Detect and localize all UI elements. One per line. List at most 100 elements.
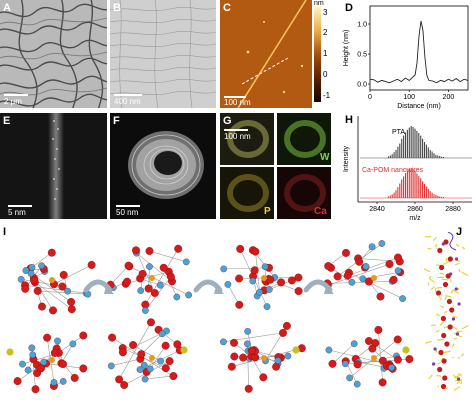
reaction-arrow xyxy=(193,279,223,293)
atom xyxy=(141,375,149,383)
ligand-strand xyxy=(453,386,461,391)
atom xyxy=(29,351,37,359)
atom xyxy=(388,364,395,371)
panel-g-scale-bar xyxy=(224,129,248,131)
atom xyxy=(220,338,227,346)
bond xyxy=(328,263,390,286)
atom xyxy=(137,350,146,359)
strand-end xyxy=(447,232,457,251)
atom xyxy=(21,284,30,293)
atom xyxy=(150,289,159,297)
ligand-strand xyxy=(428,275,432,280)
panel-c-scale-bar xyxy=(224,96,246,98)
atom xyxy=(265,286,273,293)
ligand-strand xyxy=(452,289,460,294)
y-axis-label: Intensity xyxy=(343,145,350,172)
atom xyxy=(47,248,56,257)
atom xyxy=(251,247,260,256)
colorbar-tick: 2 xyxy=(323,28,328,37)
atom xyxy=(374,325,383,334)
eds-map-ca-label: Ca xyxy=(314,206,327,217)
molecule-cluster xyxy=(6,331,88,394)
molecule-cluster xyxy=(17,248,96,315)
colorbar-tick: 0 xyxy=(323,70,328,79)
atom xyxy=(376,292,385,301)
atom xyxy=(230,352,239,361)
bond xyxy=(358,258,400,262)
atom xyxy=(28,263,36,271)
atom xyxy=(142,307,149,314)
panel-b-label: B xyxy=(113,2,121,14)
series-label: PTA xyxy=(392,129,405,136)
bond xyxy=(111,358,141,367)
atom xyxy=(69,340,77,348)
bond xyxy=(125,271,169,285)
atom xyxy=(244,384,253,393)
atom xyxy=(328,359,337,368)
atom xyxy=(49,306,57,315)
x-tick-label: 2840 xyxy=(369,206,385,213)
atom xyxy=(28,344,36,352)
atom xyxy=(333,272,342,281)
atom xyxy=(58,282,67,291)
panel-f-haadf-image: F 50 nm xyxy=(110,113,216,219)
atom xyxy=(59,270,68,279)
atom xyxy=(87,260,96,269)
atom xyxy=(235,274,244,283)
atom xyxy=(353,380,361,388)
ligand-strand xyxy=(441,278,449,281)
colorbar-tick: -1 xyxy=(323,91,331,100)
atom xyxy=(59,360,67,369)
ligand-strand xyxy=(435,286,442,289)
linker-atom xyxy=(455,332,460,336)
atom xyxy=(173,293,181,301)
panel-g-eds-map-w xyxy=(277,113,331,165)
atom xyxy=(166,272,175,281)
linker-atom xyxy=(456,377,461,381)
atom xyxy=(161,341,170,350)
ligand-strand xyxy=(435,247,438,250)
panel-g-scale-label: 100 nm xyxy=(224,132,251,141)
bond xyxy=(132,344,161,362)
atom xyxy=(378,356,387,365)
panel-f-label: F xyxy=(113,115,120,127)
atom xyxy=(393,355,402,364)
pom-unit xyxy=(440,383,447,390)
atom xyxy=(157,357,164,365)
ligand-strand xyxy=(451,343,455,348)
atom xyxy=(30,276,39,285)
panel-g-eds-map-ca xyxy=(277,167,331,219)
ligand-strand xyxy=(445,387,449,390)
pom-unit xyxy=(441,358,447,364)
ligand-strand xyxy=(443,310,448,314)
reaction-arrow xyxy=(303,279,333,293)
bond xyxy=(332,343,355,365)
panel-b-tem-image: B 400 nm xyxy=(110,0,216,108)
atom xyxy=(59,378,67,385)
reaction-arrowhead xyxy=(324,286,334,294)
panel-j-nanowire-model xyxy=(423,232,469,391)
molecule-cluster xyxy=(220,321,306,393)
ligand-strand xyxy=(432,236,437,242)
panel-i-label: I xyxy=(3,226,7,238)
atom-center xyxy=(261,275,267,281)
molecule-cluster xyxy=(325,325,414,388)
ligand-strand xyxy=(435,313,440,317)
ligand-strand xyxy=(445,294,452,298)
atom xyxy=(359,275,367,283)
atom xyxy=(239,353,248,362)
atom xyxy=(342,360,349,368)
atom xyxy=(37,364,45,373)
atom xyxy=(70,373,79,382)
ligand-strand xyxy=(460,381,463,385)
bond xyxy=(34,281,72,310)
ligand-strand xyxy=(461,325,469,330)
atom xyxy=(236,244,245,253)
panel-c-label: C xyxy=(223,2,231,14)
ligand-strand xyxy=(436,374,442,377)
panel-b-texture xyxy=(110,0,216,108)
atom xyxy=(64,287,71,295)
pom-unit xyxy=(447,256,453,262)
atom xyxy=(348,278,356,286)
atom xyxy=(343,271,352,280)
